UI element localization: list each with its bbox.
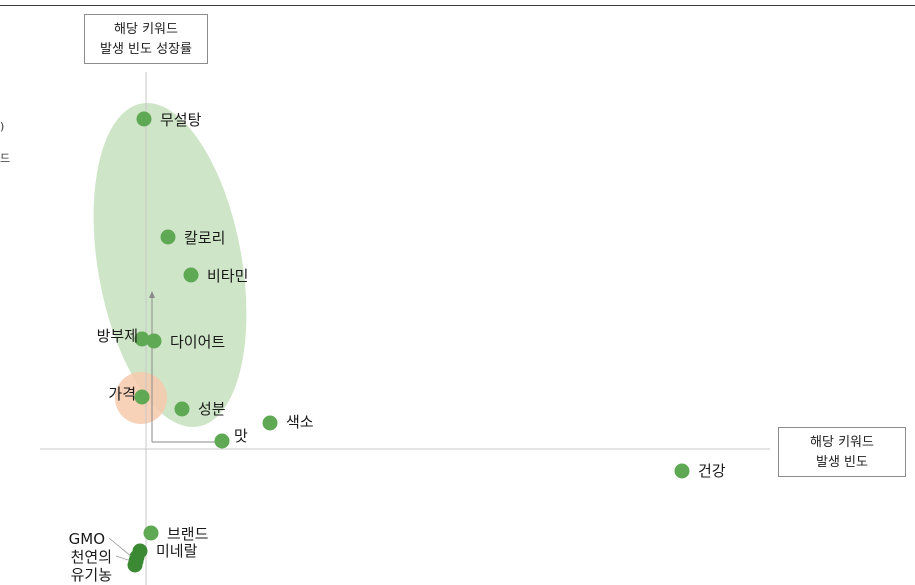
point-label-4: 방부제	[97, 327, 138, 345]
point-4	[134, 331, 150, 347]
point-label-14: 천연의	[71, 548, 112, 566]
edge-fragment-2: 드	[0, 152, 11, 165]
point-label-6: 가격	[108, 385, 136, 403]
point-label-15: 유기농	[71, 566, 113, 584]
point-label-12: 미네랄	[156, 542, 198, 560]
point-label-11: 브랜드	[167, 525, 209, 543]
point-9	[214, 433, 230, 449]
point-5	[146, 333, 162, 349]
leader-line-13	[108, 537, 133, 558]
point-1	[136, 111, 152, 127]
point-label-1: 무설탕	[160, 111, 202, 129]
point-10	[674, 463, 690, 479]
point-label-8: 색소	[286, 413, 314, 431]
point-11	[143, 525, 159, 541]
point-label-2: 칼로리	[184, 229, 225, 247]
point-label-5: 다이어트	[170, 333, 225, 351]
point-7	[174, 401, 190, 417]
y-axis-title: 해당 키워드 발생 빈도 성장률	[84, 14, 208, 64]
top-rule	[0, 5, 915, 6]
point-3	[183, 267, 199, 283]
cluster-region-green	[93, 103, 247, 427]
point-8	[262, 415, 278, 431]
point-label-10: 건강	[698, 462, 726, 480]
point-label-13: GMO	[69, 530, 105, 548]
point-2	[160, 229, 176, 245]
x-axis-title: 해당 키워드 발생 빈도	[778, 427, 906, 477]
point-15	[127, 557, 143, 573]
edge-fragment-1: )	[0, 120, 5, 133]
point-label-9: 맛	[234, 427, 248, 445]
point-6	[134, 389, 150, 405]
leader-line-14	[115, 555, 132, 562]
guide-arrow-head	[149, 291, 155, 298]
point-label-7: 성분	[198, 400, 226, 418]
point-label-3: 비타민	[207, 267, 248, 285]
